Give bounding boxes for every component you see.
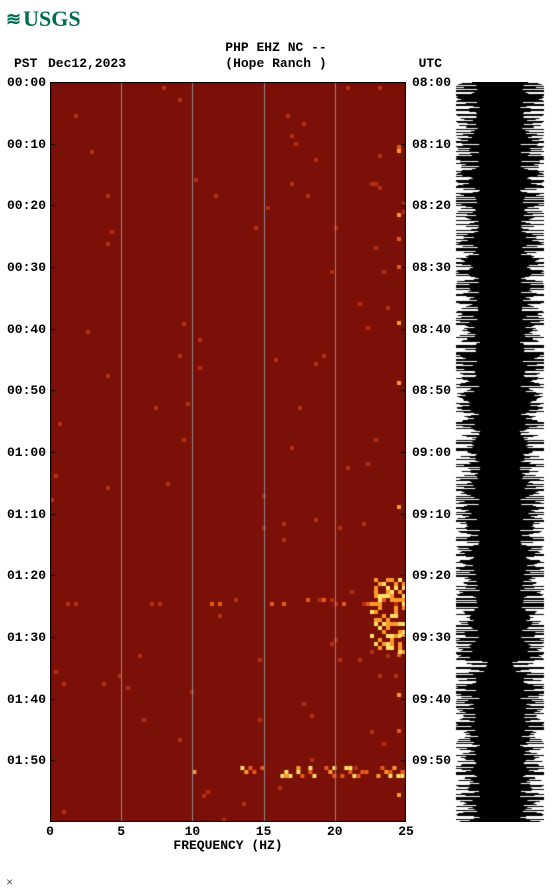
header-station-name: (Hope Ranch ) (0, 56, 552, 71)
y-tick-right: 09:10 (412, 507, 451, 522)
y-tick-right: 09:40 (412, 692, 451, 707)
logo-text: USGS (23, 6, 80, 32)
y-tick-right: 08:40 (412, 322, 451, 337)
x-tick: 5 (106, 824, 136, 839)
y-tick-left: 01:40 (7, 692, 46, 707)
y-tick-right: 09:50 (412, 753, 451, 768)
y-tick-left: 00:10 (7, 137, 46, 152)
y-tick-left: 00:00 (7, 75, 46, 90)
y-tick-right: 08:10 (412, 137, 451, 152)
y-tick-left: 00:50 (7, 383, 46, 398)
header-right-timezone: UTC (419, 56, 442, 71)
footnote-mark: × (6, 876, 13, 890)
logo-wave-icon: ≋ (6, 10, 21, 28)
spectrogram-canvas (50, 82, 406, 822)
usgs-logo: ≋ USGS (6, 6, 81, 32)
x-axis-label: FREQUENCY (HZ) (50, 838, 406, 853)
y-tick-left: 01:10 (7, 507, 46, 522)
page-root: ≋ USGS PHP EHZ NC -- PST Dec12,2023 (Hop… (0, 0, 552, 893)
waveform-canvas (455, 82, 545, 822)
y-tick-right: 09:00 (412, 445, 451, 460)
y-tick-right: 08:20 (412, 198, 451, 213)
y-tick-left: 01:30 (7, 630, 46, 645)
y-tick-left: 00:30 (7, 260, 46, 275)
x-tick: 15 (249, 824, 279, 839)
x-tick: 0 (35, 824, 65, 839)
y-tick-left: 00:40 (7, 322, 46, 337)
spectrogram-plot (50, 82, 406, 822)
y-tick-right: 09:20 (412, 568, 451, 583)
y-tick-right: 08:30 (412, 260, 451, 275)
x-tick: 10 (177, 824, 207, 839)
y-tick-left: 00:20 (7, 198, 46, 213)
y-tick-left: 01:00 (7, 445, 46, 460)
header-title-line: PHP EHZ NC -- (0, 40, 552, 55)
y-tick-right: 08:00 (412, 75, 451, 90)
x-tick: 20 (320, 824, 350, 839)
x-tick: 25 (391, 824, 421, 839)
y-tick-right: 08:50 (412, 383, 451, 398)
y-tick-right: 09:30 (412, 630, 451, 645)
waveform-plot (455, 82, 545, 822)
y-tick-left: 01:20 (7, 568, 46, 583)
y-tick-left: 01:50 (7, 753, 46, 768)
